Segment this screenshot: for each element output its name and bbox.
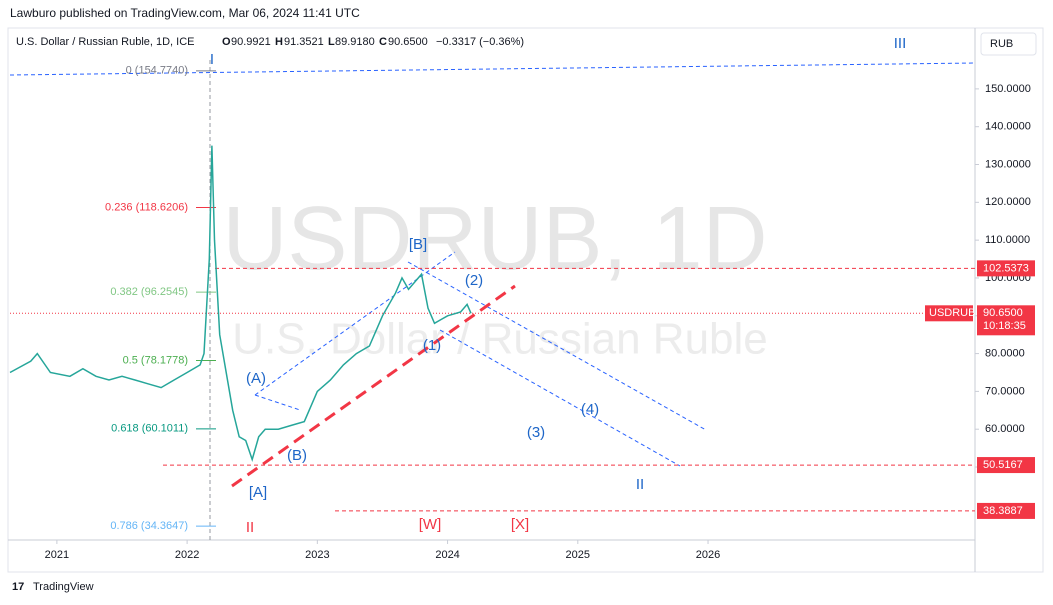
wave-label: (A) (246, 370, 266, 387)
price-label-box (977, 457, 1035, 474)
ohlc-h: H (275, 36, 283, 48)
wave-label: [W] (419, 516, 442, 533)
symbol: U.S. Dollar / Russian Ruble, 1D, ICE (16, 36, 195, 48)
footer: TradingView (33, 581, 94, 593)
open: 90.9921 (231, 36, 271, 48)
close: 90.6500 (388, 36, 428, 48)
wave-label: (2) (465, 272, 483, 289)
y-tick-label: 140.0000 (985, 121, 1031, 133)
fib-label: 0.236 (118.6206) (105, 201, 188, 213)
fib-label: 0.382 (96.2545) (110, 286, 188, 298)
x-tick-label: 2023 (305, 549, 329, 561)
wave-label: I (210, 51, 214, 68)
last-symbol-box (925, 305, 973, 322)
y-tick-label: 120.0000 (985, 196, 1031, 208)
wave-label: II (636, 476, 644, 493)
price-label-box (977, 260, 1035, 277)
x-tick-label: 2021 (45, 549, 69, 561)
ohlc-l: L (328, 36, 335, 48)
wave-label: [A] (249, 484, 267, 501)
y-tick-label: 60.0000 (985, 423, 1025, 435)
ohlc-c: C (379, 36, 387, 48)
y-tick-label: 150.0000 (985, 83, 1031, 95)
x-tick-label: 2025 (566, 549, 590, 561)
x-tick-label: 2024 (435, 549, 459, 561)
fib-label: 0.618 (60.1011) (111, 423, 188, 435)
fib-label: 0 (154.7740) (126, 65, 188, 77)
y-tick-label: 80.0000 (985, 347, 1025, 359)
wave-label: (1) (423, 337, 441, 354)
y-tick-label: 70.0000 (985, 385, 1025, 397)
channel-line (407, 261, 707, 431)
last-symbol: USDRUB (929, 307, 975, 319)
wave-label: II (246, 519, 254, 536)
fib-label: 0.786 (34.3647) (110, 520, 188, 532)
price-label: 50.5167 (983, 459, 1023, 471)
low: 89.9180 (335, 36, 375, 48)
last-price-box (977, 305, 1035, 336)
logo-mark: 17 (12, 581, 24, 593)
watermark-symbol: USDRUB, 1D (222, 189, 767, 289)
support-line (231, 284, 516, 488)
wave-label: (B) (287, 447, 307, 464)
countdown: 10:18:35 (983, 320, 1026, 332)
price-label: 38.3887 (983, 505, 1023, 517)
frame (7, 27, 1044, 573)
price-label: 102.5373 (983, 262, 1029, 274)
ohlc-o: O (222, 36, 231, 48)
watermark-name: U.S. Dollar / Russian Ruble (232, 315, 768, 364)
fib-label: 0.5 (78.1778) (123, 354, 188, 366)
drawings (9, 60, 976, 540)
wave-label: (4) (581, 401, 599, 418)
x-tick-label: 2026 (696, 549, 720, 561)
wave-label: III (894, 35, 907, 52)
wave-label: (3) (527, 424, 545, 441)
y-tick-label: 130.0000 (985, 158, 1031, 170)
currency-box[interactable] (980, 32, 1037, 56)
channel-line (254, 394, 301, 411)
channel-line (439, 329, 681, 467)
change: −0.3317 (−0.36%) (436, 36, 524, 48)
wave-label: [B] (409, 236, 427, 253)
price-label-box (977, 502, 1035, 519)
published-line: Lawburo published on TradingView.com, Ma… (10, 6, 360, 20)
high: 91.3521 (284, 36, 324, 48)
currency: RUB (990, 38, 1013, 50)
y-tick-label: 110.0000 (985, 234, 1030, 246)
wave-label: [X] (511, 516, 529, 533)
x-tick-label: 2022 (175, 549, 199, 561)
price-line-series (9, 145, 472, 463)
last-price: 90.6500 (983, 307, 1023, 319)
